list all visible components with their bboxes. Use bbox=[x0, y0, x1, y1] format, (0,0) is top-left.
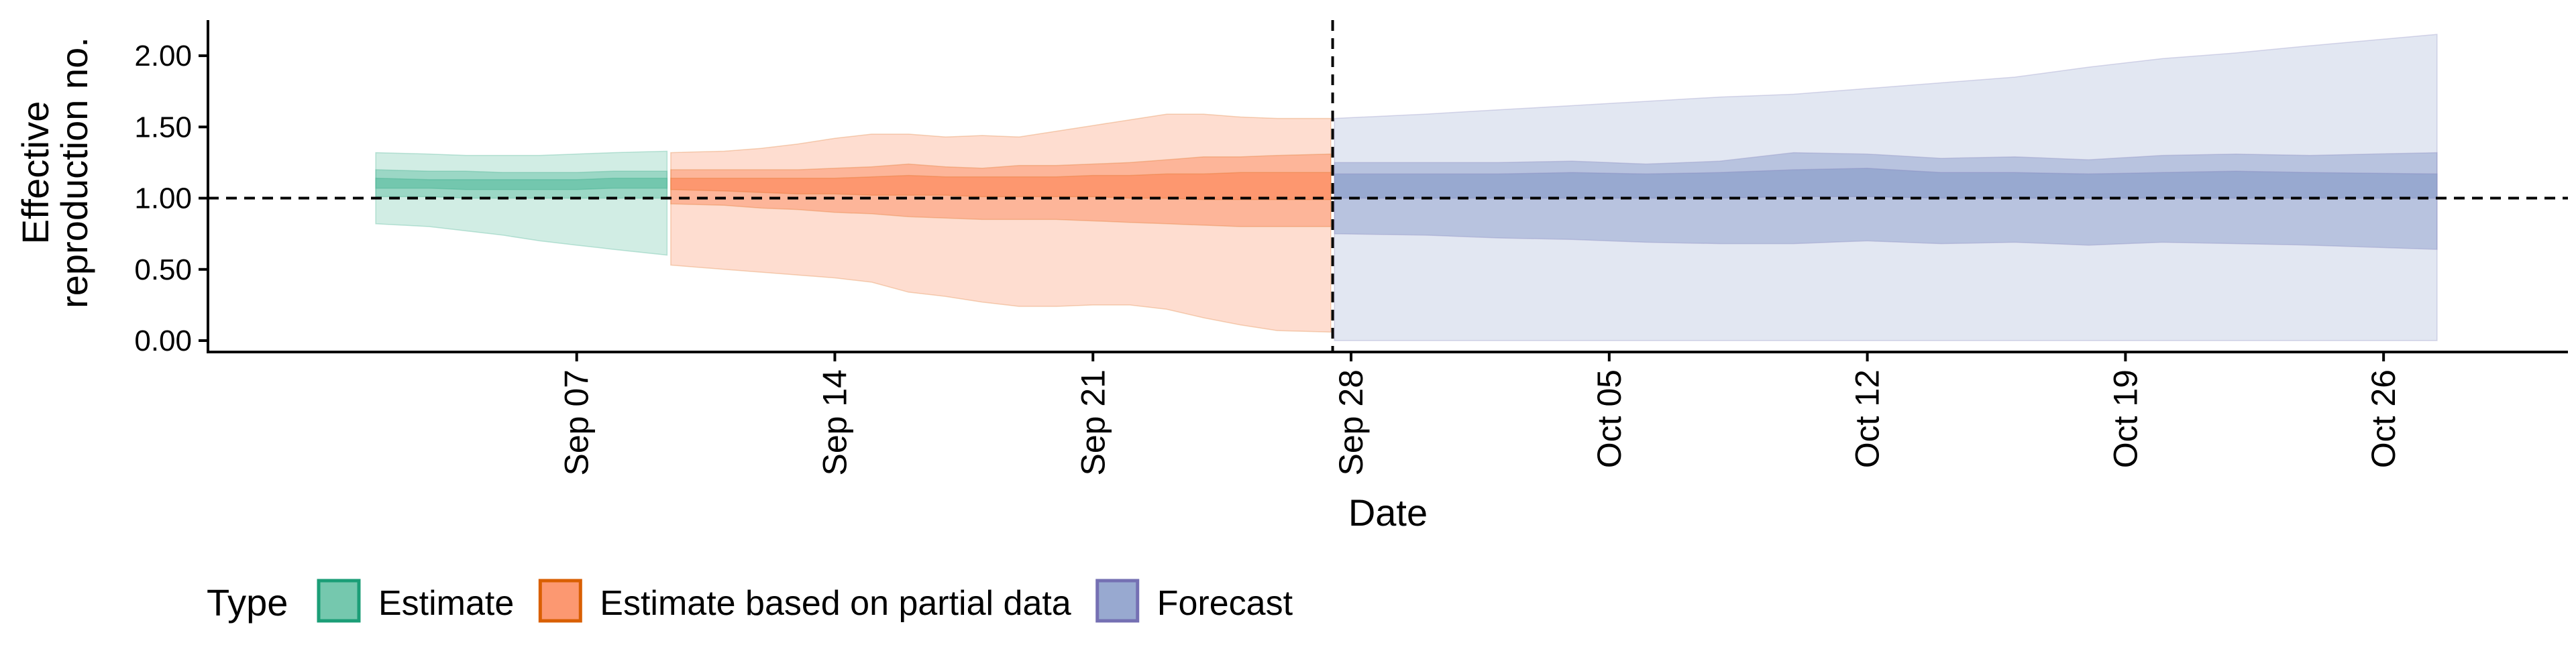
legend-key bbox=[538, 579, 582, 623]
y-tick-label: 1.00 bbox=[134, 182, 192, 215]
series-estimate-based-on-partial-data bbox=[670, 113, 1332, 333]
x-axis-title: Date bbox=[1348, 491, 1428, 534]
legend-label: Estimate bbox=[378, 584, 514, 623]
bands-layer bbox=[375, 34, 2438, 341]
x-tick-label: Sep 14 bbox=[816, 369, 853, 475]
series-forecast bbox=[1334, 34, 2438, 341]
y-axis-title-line: reproduction no. bbox=[53, 37, 95, 308]
legend-label: Estimate based on partial data bbox=[600, 584, 1071, 623]
y-tick-label: 0.50 bbox=[134, 253, 192, 286]
band-inner bbox=[375, 178, 668, 190]
axis-labels: Date Effectivereproduction no. bbox=[14, 37, 1428, 534]
band-outer bbox=[375, 150, 668, 256]
reference-lines bbox=[208, 20, 2568, 352]
x-tick-label: Sep 07 bbox=[558, 369, 596, 475]
legend: Type Estimate Estimate based on partial d… bbox=[207, 579, 1293, 624]
axes: 0.00 0.50 1.00 1.50 2.00 Sep 07 Sep 14 Sep 21 Se… bbox=[134, 20, 2568, 475]
y-tick-label: 1.50 bbox=[134, 111, 192, 143]
legend-title: Type bbox=[207, 581, 288, 624]
y-tick-label: 0.00 bbox=[134, 325, 192, 357]
legend-item: Forecast bbox=[1095, 579, 1293, 623]
x-tick-label: Oct 26 bbox=[2365, 369, 2402, 468]
legend-key bbox=[317, 579, 361, 623]
legend-item: Estimate based on partial data bbox=[538, 579, 1071, 623]
y-axis-title-line: Effective bbox=[14, 101, 56, 245]
legend-label: Forecast bbox=[1157, 584, 1293, 623]
y-axis-title: Effectivereproduction no. bbox=[14, 37, 95, 308]
x-tick-label: Oct 12 bbox=[1849, 369, 1886, 468]
series-estimate bbox=[375, 150, 668, 256]
x-tick-label: Sep 28 bbox=[1332, 369, 1370, 475]
x-tick-label: Oct 19 bbox=[2106, 369, 2144, 468]
y-tick-label: 2.00 bbox=[134, 40, 192, 72]
x-tick-label: Sep 21 bbox=[1074, 369, 1112, 475]
x-tick-label: Oct 05 bbox=[1591, 369, 1628, 468]
band-middle bbox=[1334, 152, 2438, 250]
band-inner bbox=[670, 172, 1332, 200]
legend-key bbox=[1095, 579, 1140, 623]
legend-item: Estimate bbox=[317, 579, 514, 623]
